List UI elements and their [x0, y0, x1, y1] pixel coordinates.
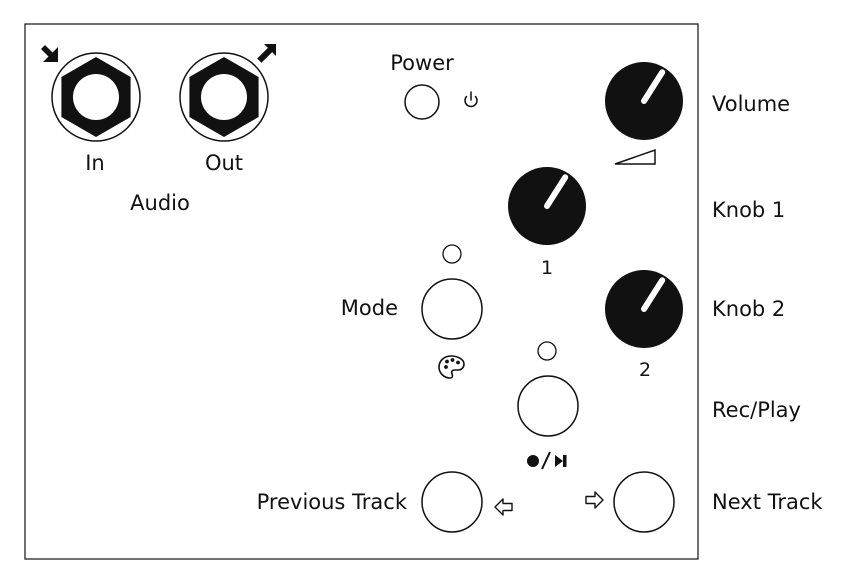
power-icon: [464, 91, 478, 108]
palette-icon: [438, 355, 465, 379]
volume-knob[interactable]: [605, 62, 683, 140]
in-label: In: [85, 151, 105, 175]
out-label: Out: [205, 151, 243, 175]
rec-play-side-label: Rec/Play: [712, 398, 801, 422]
rec-play-led: [537, 341, 557, 361]
next-track-side-label: Next Track: [712, 490, 823, 514]
mode-led: [442, 244, 462, 264]
knob-2-side-label: Knob 2: [712, 297, 785, 321]
audio-label: Audio: [130, 191, 190, 215]
volume-ramp-icon: [614, 148, 656, 165]
knob-1-side-label: Knob 1: [712, 198, 785, 222]
previous-track-panel-label: Previous Track: [257, 490, 408, 514]
power-led: [404, 84, 440, 120]
mode-label: Mode: [341, 296, 398, 320]
audio-out-jack[interactable]: [179, 52, 269, 142]
previous-track-button[interactable]: [421, 471, 483, 533]
right-arrow-icon: [585, 491, 604, 509]
left-arrow-icon: [494, 498, 513, 516]
mode-button[interactable]: [421, 278, 483, 340]
arrow-out-icon: [257, 44, 276, 63]
audio-in-jack[interactable]: [51, 52, 141, 142]
next-track-button[interactable]: [613, 471, 675, 533]
rec-play-button[interactable]: [517, 375, 579, 437]
knob-1[interactable]: [508, 167, 586, 245]
volume-side-label: Volume: [712, 92, 790, 116]
knob-2-number: 2: [639, 359, 651, 381]
arrow-in-icon: [41, 45, 58, 62]
record-play-icon: [527, 451, 567, 470]
knob-1-number: 1: [541, 257, 553, 279]
knob-2[interactable]: [605, 270, 683, 348]
power-label: Power: [390, 51, 454, 75]
